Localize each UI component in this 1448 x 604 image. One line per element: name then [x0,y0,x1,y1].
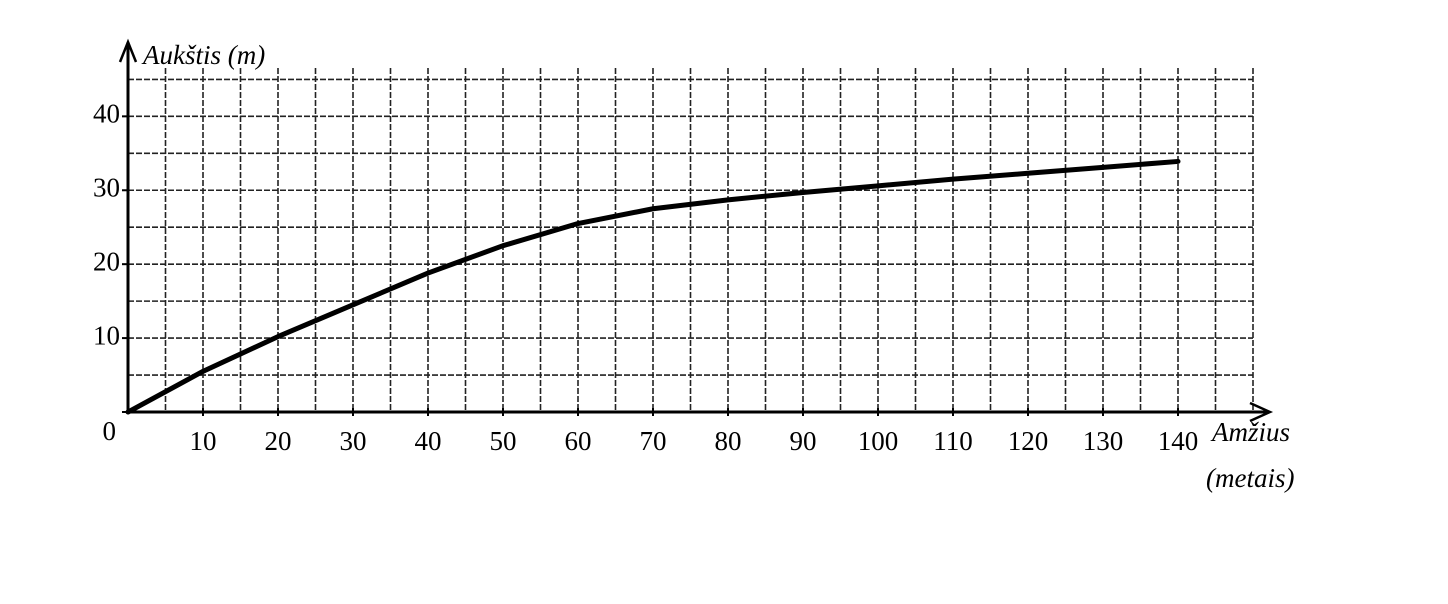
y-tick-label: 10 [93,320,120,350]
y-axis-title: Aukštis (m) [141,40,265,70]
x-tick-label: 50 [490,426,517,456]
data-line [125,158,1181,415]
x-axis-title: Amžius [1210,417,1290,447]
x-tick-label: 140 [1158,426,1199,456]
x-tick-label: 100 [858,426,899,456]
y-tick-label: 0 [103,416,117,446]
x-axis-arrow [1249,401,1274,423]
x-tick-label: 20 [265,426,292,456]
x-tick-label: 10 [190,426,217,456]
y-tick-label: 20 [93,246,120,276]
y-tick-label: 40 [93,99,120,129]
x-tick-label: 70 [640,426,667,456]
x-tick-label: 120 [1008,426,1049,456]
x-tick-label: 130 [1083,426,1124,456]
x-tick-label: 80 [715,426,742,456]
x-tick-label: 60 [565,426,592,456]
y-tick-label: 30 [93,172,120,202]
x-tick-label: 90 [790,426,817,456]
x-tick-label: 30 [340,426,367,456]
x-axis-title: (metais) [1206,463,1294,493]
y-axis-arrow [118,38,138,63]
x-tick-label: 110 [933,426,973,456]
x-tick-label: 40 [415,426,442,456]
